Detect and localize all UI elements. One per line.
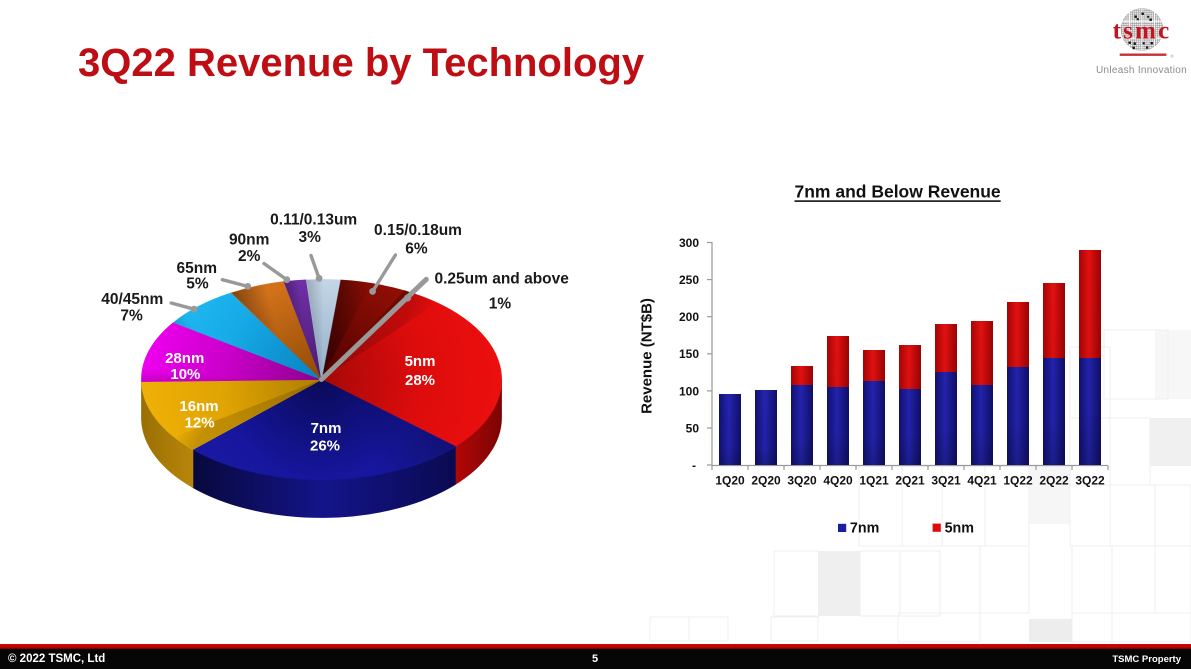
svg-text:®: ® [1171,53,1175,59]
svg-text:300: 300 [679,236,699,250]
svg-text:100: 100 [679,384,699,398]
svg-text:0.15/0.18um: 0.15/0.18um [374,222,462,239]
svg-text:16nm: 16nm [179,398,218,415]
svg-text:3Q21: 3Q21 [931,474,961,488]
svg-text:2Q22: 2Q22 [1039,474,1069,488]
svg-text:tsmc: tsmc [1113,18,1172,45]
svg-text:50: 50 [686,421,700,435]
svg-text:-: - [692,458,696,472]
svg-text:2Q20: 2Q20 [751,474,781,488]
svg-text:6%: 6% [405,240,428,257]
svg-text:12%: 12% [185,415,215,432]
svg-text:90nm: 90nm [229,232,270,249]
svg-text:2%: 2% [238,248,261,265]
svg-text:4Q20: 4Q20 [823,474,853,488]
svg-text:5nm: 5nm [405,353,436,370]
svg-text:3Q22: 3Q22 [1075,474,1105,488]
svg-text:28nm: 28nm [165,350,204,367]
svg-text:5%: 5% [186,275,209,292]
svg-text:1Q20: 1Q20 [715,474,745,488]
svg-text:10%: 10% [170,366,200,383]
svg-text:28%: 28% [405,372,435,389]
svg-text:65nm: 65nm [177,260,218,277]
svg-text:7nm and Below Revenue: 7nm and Below Revenue [795,182,1001,202]
svg-text:250: 250 [679,273,699,287]
svg-text:40/45nm: 40/45nm [101,291,163,308]
svg-text:5nm: 5nm [945,520,974,536]
svg-text:2Q21: 2Q21 [895,474,925,488]
svg-text:Revenue (NT$B): Revenue (NT$B) [639,298,656,414]
svg-text:3Q20: 3Q20 [787,474,817,488]
svg-text:3%: 3% [298,229,321,246]
svg-text:200: 200 [679,310,699,324]
svg-text:7nm: 7nm [850,520,879,536]
svg-text:0.25um and above: 0.25um and above [435,270,570,287]
svg-text:26%: 26% [310,438,340,455]
svg-text:1Q22: 1Q22 [1003,474,1033,488]
svg-text:7nm: 7nm [311,420,342,437]
svg-text:7%: 7% [120,308,143,325]
svg-text:1%: 1% [489,296,512,313]
svg-text:Unleash Innovation: Unleash Innovation [1096,65,1187,76]
svg-text:0.11/0.13um: 0.11/0.13um [270,212,357,229]
svg-text:4Q21: 4Q21 [967,474,997,488]
svg-text:150: 150 [679,347,699,361]
svg-text:1Q21: 1Q21 [859,474,889,488]
